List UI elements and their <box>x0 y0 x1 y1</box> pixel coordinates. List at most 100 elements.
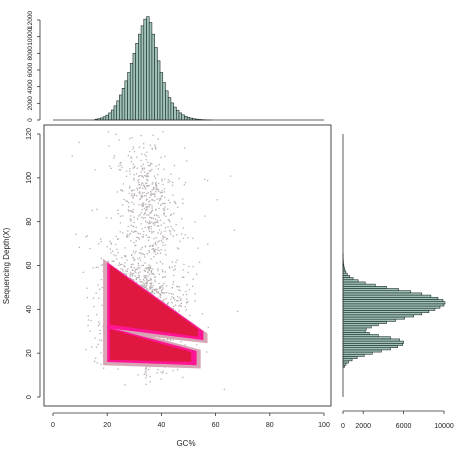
scatter-point <box>149 185 150 186</box>
scatter-point <box>146 156 147 157</box>
scatter-point <box>146 199 147 200</box>
scatter-point <box>162 203 163 204</box>
scatter-point <box>152 149 153 150</box>
scatter-point <box>156 372 157 373</box>
scatter-point <box>143 147 144 148</box>
scatter-point <box>192 266 193 267</box>
x-tick-label: 40 <box>158 422 166 429</box>
scatter-point <box>157 242 158 243</box>
scatter-point <box>116 249 117 250</box>
scatter-point <box>89 248 90 249</box>
scatter-point <box>164 231 165 232</box>
scatter-point <box>152 246 153 247</box>
scatter-point <box>162 371 163 372</box>
scatter-point <box>121 167 122 168</box>
top-histogram-bar <box>163 83 166 121</box>
scatter-point <box>137 168 138 169</box>
scatter-point <box>207 244 208 245</box>
scatter-point <box>164 237 165 238</box>
scatter-point <box>148 276 149 277</box>
scatter-point <box>160 192 161 193</box>
right-histogram-bar <box>343 286 386 288</box>
scatter-point <box>138 263 139 264</box>
scatter-point <box>100 238 101 239</box>
scatter-point <box>122 232 123 233</box>
scatter-point <box>134 231 135 232</box>
scatter-point <box>189 315 190 316</box>
scatter-point <box>145 268 146 269</box>
scatter-point <box>165 254 166 255</box>
y-axis-title: Sequencing Depth(X) <box>2 227 11 304</box>
scatter-point <box>167 182 168 183</box>
scatter-point <box>141 253 142 254</box>
top-histogram-bar <box>171 103 174 120</box>
scatter-panel <box>72 131 239 390</box>
x-tick-label: 60 <box>212 422 220 429</box>
scatter-point <box>131 266 132 267</box>
right-histogram-bar <box>343 321 386 323</box>
scatter-point <box>133 204 134 205</box>
scatter-point <box>162 263 163 264</box>
top-histogram-bar <box>155 48 158 121</box>
scatter-point <box>150 164 151 165</box>
scatter-point <box>204 179 205 180</box>
scatter-point <box>129 187 130 188</box>
scatter-point <box>179 286 180 287</box>
scatter-point <box>175 202 176 203</box>
scatter-point <box>177 300 178 301</box>
scatter-point <box>176 234 177 235</box>
scatter-point <box>172 194 173 195</box>
top-histogram-bar <box>119 95 122 120</box>
scatter-point <box>169 293 170 294</box>
scatter-point <box>183 269 184 270</box>
scatter-point <box>96 346 97 347</box>
scatter-point <box>127 230 128 231</box>
scatter-point <box>145 372 146 373</box>
scatter-point <box>116 236 117 237</box>
scatter-point <box>137 180 138 181</box>
scatter-point <box>131 254 132 255</box>
scatter-point <box>153 188 154 189</box>
scatter-point <box>134 271 135 272</box>
scatter-point <box>157 215 158 216</box>
scatter-point <box>161 240 162 241</box>
scatter-point <box>172 287 173 288</box>
scatter-point <box>123 183 124 184</box>
scatter-point <box>141 223 142 224</box>
scatter-point <box>136 173 137 174</box>
scatter-point <box>162 180 163 181</box>
scatter-point <box>175 262 176 263</box>
scatter-point <box>173 306 174 307</box>
scatter-point <box>158 225 159 226</box>
scatter-point <box>146 209 147 210</box>
scatter-point <box>115 134 116 135</box>
scatter-point <box>130 210 131 211</box>
scatter-point <box>177 207 178 208</box>
scatter-point <box>149 250 150 251</box>
scatter-point <box>141 217 142 218</box>
scatter-point <box>139 257 140 258</box>
scatter-point <box>153 248 154 249</box>
right-histogram-bar <box>343 326 371 328</box>
scatter-point <box>152 290 153 291</box>
right-histogram-bar <box>343 339 400 341</box>
scatter-point <box>177 259 178 260</box>
scatter-point <box>171 293 172 294</box>
scatter-point <box>161 231 162 232</box>
scatter-point <box>98 284 99 285</box>
scatter-point <box>130 156 131 157</box>
top-histogram-bar <box>122 88 125 120</box>
right-histogram-bar <box>343 361 349 363</box>
scatter-point <box>78 142 79 143</box>
scatter-point <box>155 222 156 223</box>
scatter-point <box>152 194 153 195</box>
top-histogram-bar <box>106 115 109 120</box>
scatter-point <box>95 358 96 359</box>
scatter-point <box>150 171 151 172</box>
scatter-point <box>181 218 182 219</box>
scatter-point <box>152 189 153 190</box>
scatter-point <box>143 234 144 235</box>
scatter-point <box>172 185 173 186</box>
scatter-point <box>173 370 174 371</box>
scatter-point <box>155 289 156 290</box>
